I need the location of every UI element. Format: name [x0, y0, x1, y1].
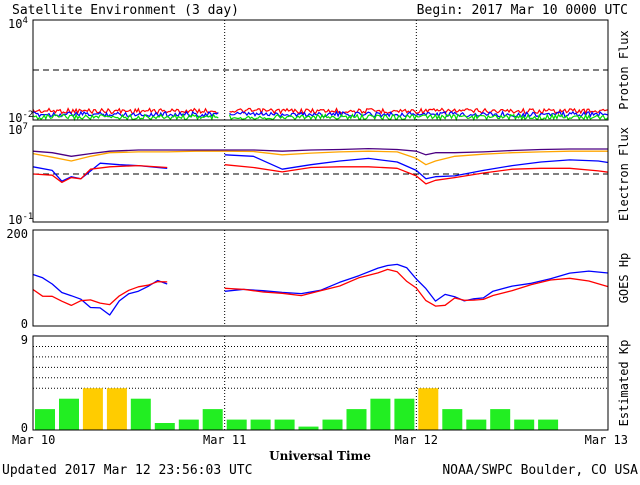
- goes-hp-series-line: [32, 273, 168, 316]
- electron-flux-series-line: [32, 150, 608, 166]
- electron-flux-series-line: [32, 147, 608, 157]
- kp-bar: [154, 423, 175, 430]
- y-tick-label: 104: [8, 16, 28, 31]
- estimated-kp-panel: Estimated Kp 9 0: [21, 333, 631, 435]
- x-tick-label: Mar 12: [395, 433, 438, 447]
- kp-bar: [82, 388, 103, 430]
- panel-frame: [32, 229, 609, 327]
- kp-bar: [298, 426, 319, 430]
- y-tick-label: 0: [21, 317, 28, 331]
- kp-bar: [250, 419, 271, 430]
- updated-timestamp: Updated 2017 Mar 12 23:56:03 UTC: [2, 463, 252, 478]
- goes-hp-series-line: [224, 268, 609, 307]
- kp-bar: [226, 419, 247, 430]
- y-tick-label: 0: [21, 421, 28, 435]
- panel-frame: [32, 335, 609, 431]
- panel-frame: [32, 125, 609, 223]
- proton-flux-panel: Proton Flux 104 10-2: [8, 16, 631, 125]
- x-axis-tick-labels: Mar 10 Mar 11 Mar 12 Mar 13: [12, 433, 628, 447]
- kp-bar: [178, 419, 199, 430]
- kp-bar: [59, 398, 79, 430]
- y-tick-label: 9: [21, 333, 28, 347]
- goes-hp-series-line: [32, 281, 168, 307]
- y-tick-label: 107: [8, 122, 28, 137]
- x-tick-label: Mar 10: [12, 433, 55, 447]
- kp-bar: [370, 398, 391, 430]
- kp-bar: [514, 419, 535, 430]
- kp-bar: [202, 409, 223, 430]
- kp-bar: [442, 409, 463, 430]
- kp-bar: [346, 409, 367, 430]
- x-axis-label: Universal Time: [269, 449, 371, 463]
- x-tick-label: Mar 11: [203, 433, 246, 447]
- electron-flux-series-line: [224, 164, 609, 185]
- kp-bar: [418, 388, 439, 430]
- electron-flux-series-line: [32, 164, 168, 184]
- kp-bar: [106, 388, 127, 430]
- goes-hp-panel: GOES Hp 200 0: [6, 227, 631, 331]
- kp-bar: [274, 419, 295, 430]
- y-axis-label: Proton Flux: [617, 30, 631, 109]
- kp-bar: [35, 409, 55, 430]
- begin-time: Begin: 2017 Mar 10 0000 UTC: [417, 3, 628, 18]
- kp-bar: [466, 419, 487, 430]
- y-tick-label: 200: [6, 227, 28, 241]
- panel-frame: [32, 19, 609, 121]
- y-tick-label: 10-1: [8, 212, 33, 227]
- y-axis-label: Electron Flux: [617, 127, 631, 221]
- proton-series-line: [32, 112, 609, 122]
- kp-bar: [130, 398, 151, 430]
- y-tick-label: 10-2: [8, 110, 33, 125]
- kp-bar: [394, 398, 415, 430]
- y-axis-label: GOES Hp: [617, 253, 631, 304]
- electron-flux-series-line: [224, 154, 609, 180]
- goes-hp-series-line: [224, 263, 609, 302]
- kp-bar: [538, 419, 559, 430]
- figure-title: Satellite Environment (3 day): [12, 3, 239, 18]
- credit-text: NOAA/SWPC Boulder, CO USA: [442, 463, 638, 478]
- kp-bar: [490, 409, 511, 430]
- y-axis-label: Estimated Kp: [617, 340, 631, 427]
- x-tick-label: Mar 13: [585, 433, 628, 447]
- kp-bar: [322, 419, 343, 430]
- proton-series-line: [32, 107, 609, 115]
- electron-flux-panel: Electron Flux 107 10-1: [8, 122, 631, 227]
